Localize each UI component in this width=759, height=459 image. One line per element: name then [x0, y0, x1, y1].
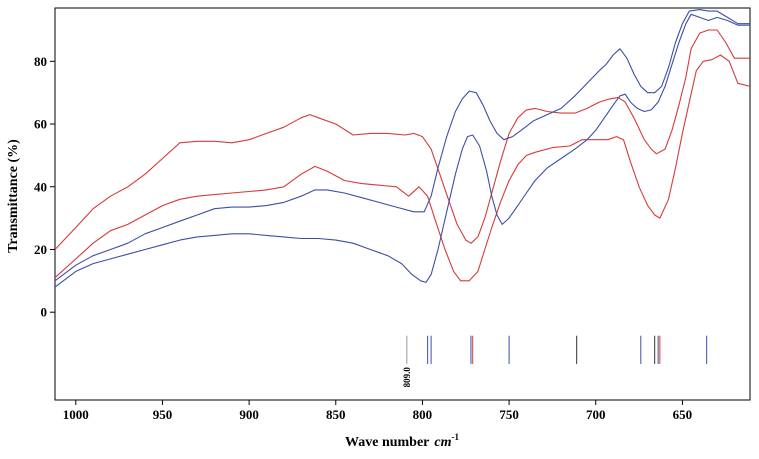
y-axis-title: Transmittance (%) — [6, 139, 21, 253]
x-tick-label: 800 — [413, 407, 433, 422]
spectrum-line-4 — [54, 9, 750, 282]
x-axis-ticks: 1000 950 900 850 800 750 700 650 — [63, 400, 692, 422]
y-tick-label: 60 — [34, 117, 47, 132]
x-tick-label: 750 — [499, 407, 519, 422]
x-tick-label: 850 — [326, 407, 346, 422]
y-axis-ticks: 0 20 40 60 80 — [34, 54, 55, 320]
x-tick-label: 950 — [153, 407, 173, 422]
spectrum-line-2 — [54, 54, 751, 282]
y-tick-label: 40 — [34, 179, 47, 194]
spectrum-lines — [54, 9, 751, 288]
x-tick-label: 1000 — [63, 407, 89, 422]
y-tick-label: 80 — [34, 54, 47, 69]
x-tick-label: 700 — [586, 407, 606, 422]
peak-markers: 809.0 — [402, 335, 708, 388]
x-axis-title: Wave number cm-1 — [345, 432, 459, 450]
peak-label: 809.0 — [402, 367, 412, 388]
y-tick-label: 0 — [41, 305, 48, 320]
y-tick-label: 20 — [34, 242, 47, 257]
x-tick-label: 900 — [239, 407, 259, 422]
spectrum-line-1 — [54, 29, 750, 250]
x-tick-label: 650 — [673, 407, 693, 422]
plot-frame — [54, 7, 751, 401]
spectrum-line-3 — [54, 13, 750, 288]
